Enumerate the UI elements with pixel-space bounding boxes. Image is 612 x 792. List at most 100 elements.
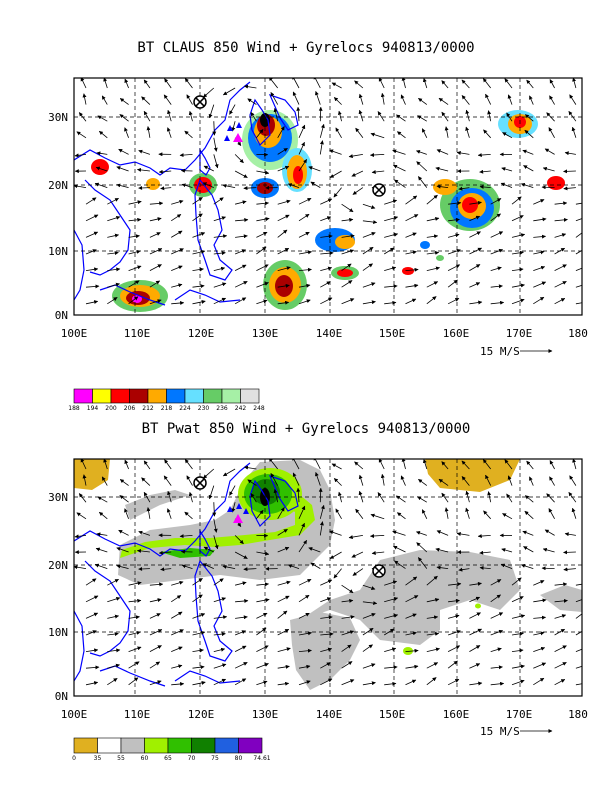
wind-vector — [490, 300, 505, 305]
wind-vector — [490, 198, 502, 205]
panel1-gyre-markers — [193, 95, 386, 197]
wind-vector — [179, 534, 193, 539]
wind-vector — [277, 214, 290, 222]
wind-vector — [320, 615, 333, 620]
wind-vector — [362, 263, 373, 271]
wind-vector — [371, 169, 385, 174]
wind-vector — [203, 165, 214, 172]
wind-vector — [138, 566, 150, 571]
wind-vector — [149, 661, 161, 669]
wind-vector — [435, 547, 449, 553]
wind-vector — [384, 199, 398, 205]
wind-vector — [354, 80, 364, 89]
colorbar-swatch — [92, 388, 112, 404]
wind-vector — [85, 681, 99, 686]
wind-vector — [362, 220, 378, 225]
wind-vector — [549, 476, 555, 486]
wind-vector — [504, 78, 513, 89]
y-tick-label: 20N — [48, 559, 68, 572]
wind-vector — [256, 170, 270, 175]
wind-vector — [85, 231, 99, 238]
wind-vector — [167, 109, 172, 122]
wind-vector — [318, 487, 323, 503]
wind-vector — [298, 680, 311, 686]
wind-vector — [396, 512, 406, 520]
wind-vector — [362, 584, 376, 590]
x-tick-label: 140E — [316, 708, 343, 721]
colorbar-swatch — [221, 388, 241, 404]
colorbar-swatch — [167, 737, 192, 754]
colorbar-swatch — [110, 388, 130, 404]
wind-vector — [554, 201, 568, 206]
wind-vector — [444, 126, 449, 138]
wind-vector — [213, 578, 224, 586]
wind-vector — [469, 231, 481, 238]
wind-vector — [213, 518, 218, 533]
wind-vector — [277, 610, 288, 619]
colorbar-label: 224 — [179, 405, 191, 412]
wind-vector — [568, 491, 577, 503]
wind-vector — [405, 232, 417, 238]
wind-vector — [298, 522, 305, 536]
wind-vector — [171, 580, 184, 586]
y-tick-label: 30N — [48, 491, 68, 504]
wind-vector — [277, 229, 288, 238]
colorbar-label: 35 — [94, 755, 102, 762]
wind-vector — [277, 507, 285, 520]
wind-vector — [554, 645, 567, 652]
wind-vector — [107, 267, 121, 272]
wind-vector — [362, 644, 373, 652]
wind-vector — [76, 512, 87, 520]
wind-vector — [186, 94, 193, 105]
wind-vector — [447, 279, 458, 288]
wind-vector — [333, 187, 342, 198]
wind-vector — [222, 183, 236, 188]
wind-vector — [128, 265, 142, 271]
wind-vector — [546, 493, 555, 503]
triangle-marker — [233, 133, 243, 142]
triangle-marker — [236, 503, 242, 509]
wind-vector — [116, 547, 129, 553]
wind-vector — [143, 79, 151, 89]
wind-vector — [507, 94, 513, 105]
wind-vector — [422, 459, 428, 470]
wind-vector — [186, 475, 193, 486]
wind-vector — [107, 578, 119, 586]
wind-vector — [482, 78, 492, 89]
colorbar-label: 236 — [216, 405, 228, 412]
wind-vector — [74, 153, 87, 158]
wind-vector — [337, 110, 342, 122]
wind-vector — [171, 682, 185, 687]
wind-vector — [171, 629, 184, 636]
wind-vector — [85, 284, 100, 289]
wind-vector — [256, 598, 270, 603]
wind-vector — [320, 251, 334, 256]
colorbar-label: 0 — [72, 755, 76, 762]
wind-vector — [277, 126, 285, 139]
wind-vector — [541, 566, 555, 571]
wind-vector — [511, 596, 524, 603]
wind-vector — [490, 681, 505, 686]
wind-vector — [298, 664, 311, 669]
wind-vector — [213, 663, 227, 669]
panel2-gridlines — [74, 459, 582, 696]
wind-vector — [405, 576, 418, 586]
wind-vector — [213, 615, 228, 620]
wind-vector — [575, 202, 582, 205]
wind-vector — [143, 460, 151, 470]
wind-vector — [256, 612, 268, 619]
wind-vector — [441, 111, 449, 122]
wind-vector — [268, 78, 279, 89]
wind-vector — [331, 82, 342, 89]
wind-vector — [487, 110, 492, 122]
wind-vector — [192, 249, 206, 255]
wind-vector — [163, 475, 172, 486]
wind-vector — [362, 681, 376, 686]
wind-vector — [270, 92, 279, 105]
wind-vector — [392, 149, 406, 155]
wind-vector — [426, 575, 438, 586]
wind-vector — [533, 580, 545, 586]
wind-vector — [465, 126, 470, 138]
panel2-map: 100E 110E 120E 130E 140E 150E 160E 170E … — [48, 458, 588, 762]
wind-vector — [96, 532, 108, 537]
